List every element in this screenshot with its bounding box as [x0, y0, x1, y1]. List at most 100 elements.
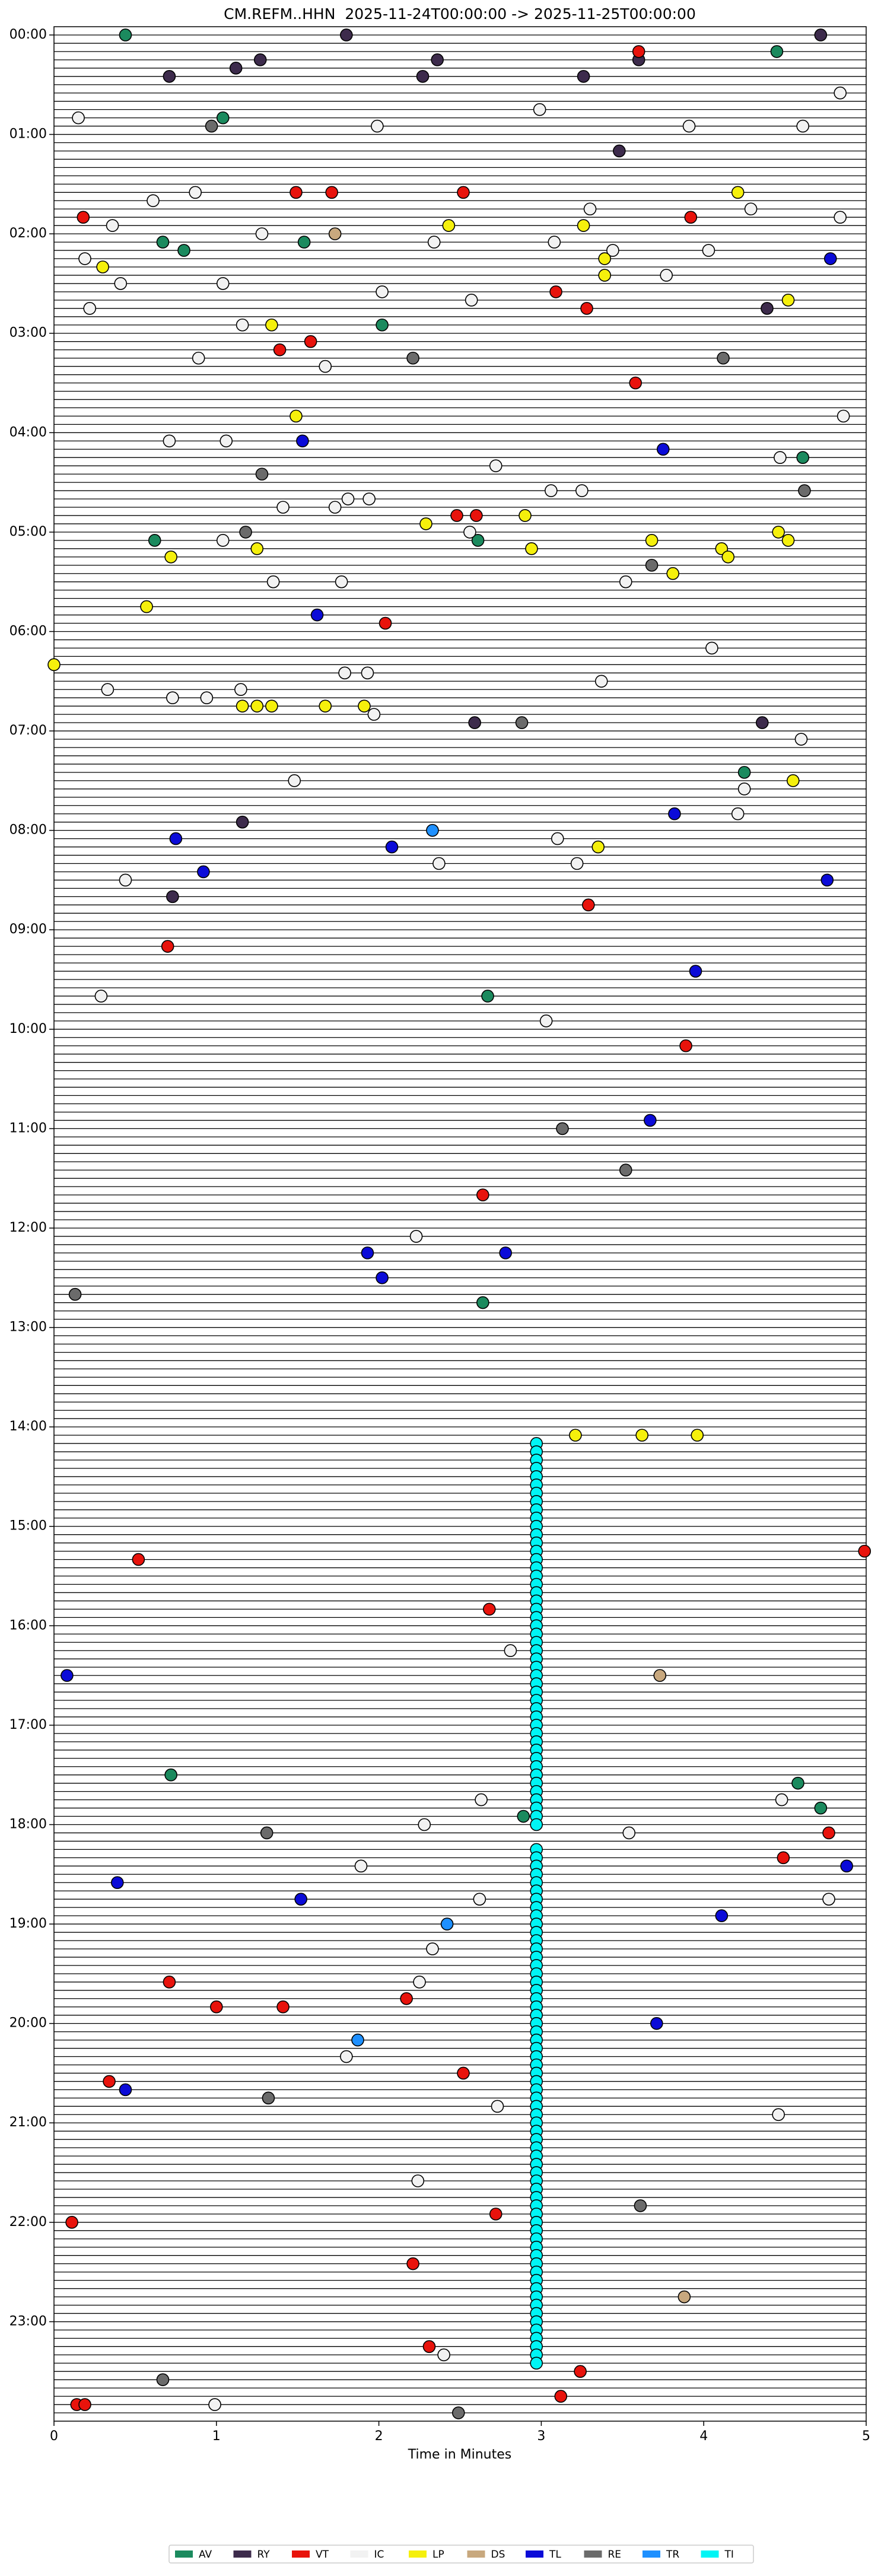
event-marker [290, 409, 303, 423]
event-marker [574, 2365, 587, 2378]
event-marker [216, 277, 230, 290]
event-marker [530, 2356, 543, 2370]
event-marker [744, 202, 758, 216]
event-marker [440, 1917, 454, 1931]
event-marker [775, 1793, 788, 1807]
legend-label: TL [549, 2549, 561, 2561]
event-marker [164, 1768, 177, 1782]
event-marker [406, 2257, 419, 2270]
series-av [119, 28, 828, 1823]
event-marker [192, 351, 205, 365]
event-marker [598, 269, 611, 282]
event-marker [689, 965, 702, 978]
event-marker [539, 1015, 553, 1028]
event-marker [834, 86, 847, 100]
event-marker [530, 1818, 543, 1831]
x-tick-label: 3 [537, 2429, 545, 2444]
y-tick-label: 09:00 [9, 922, 47, 937]
event-marker [834, 211, 847, 224]
event-marker [413, 1976, 426, 1989]
y-tick-label: 04:00 [9, 425, 47, 440]
event-marker [450, 509, 463, 522]
event-marker [761, 302, 774, 315]
event-marker [361, 1246, 374, 1260]
event-marker [650, 2017, 663, 2030]
y-tick-label: 00:00 [9, 27, 47, 42]
event-marker [166, 691, 179, 704]
event-marker [78, 2398, 91, 2411]
series-tr [351, 823, 454, 2047]
event-marker [119, 2083, 132, 2097]
event-marker [163, 1976, 176, 1989]
event-marker [457, 2066, 470, 2080]
event-marker [781, 534, 795, 547]
event-marker [858, 1544, 872, 1558]
event-marker [103, 2075, 116, 2088]
chart-title: CM.REFM..HHN 2025-11-24T00:00:00 -> 2025… [224, 5, 696, 23]
legend-swatch [701, 2550, 719, 2558]
legend-label: VT [316, 2549, 329, 2561]
event-marker [660, 269, 673, 282]
event-marker [549, 285, 562, 298]
event-marker [358, 699, 371, 713]
event-marker [266, 575, 280, 589]
y-tick-label: 12:00 [9, 1220, 47, 1235]
y-tick-label: 22:00 [9, 2215, 47, 2230]
event-marker [457, 186, 470, 199]
event-marker [61, 1669, 74, 1682]
event-marker [475, 1793, 488, 1807]
event-marker [385, 840, 399, 854]
event-marker [250, 542, 264, 555]
event-marker [551, 832, 564, 845]
series-ic [72, 86, 850, 2411]
event-marker [791, 1776, 804, 1790]
y-tick-label: 05:00 [9, 524, 47, 539]
event-marker [840, 1859, 853, 1873]
event-marker [253, 53, 267, 66]
y-tick-label: 17:00 [9, 1718, 47, 1732]
event-marker [796, 119, 810, 133]
event-marker [613, 144, 626, 158]
event-marker [148, 534, 161, 547]
event-marker [533, 103, 546, 116]
event-marker [419, 517, 432, 530]
event-marker [416, 69, 430, 83]
event-marker [208, 2398, 221, 2411]
event-marker [78, 252, 91, 265]
x-tick-label: 1 [212, 2429, 221, 2444]
event-marker [548, 236, 561, 249]
event-marker [197, 865, 210, 879]
y-tick-label: 20:00 [9, 2016, 47, 2031]
event-marker [310, 608, 324, 622]
y-tick-label: 14:00 [9, 1419, 47, 1434]
event-marker [220, 434, 233, 448]
event-marker [200, 691, 214, 704]
event-marker [556, 1122, 569, 1136]
y-tick-label: 02:00 [9, 226, 47, 241]
event-marker [715, 1909, 729, 1922]
event-marker [731, 186, 745, 199]
event-marker [273, 343, 287, 357]
event-marker [656, 443, 670, 456]
legend-label: IC [374, 2549, 384, 2561]
event-marker [371, 119, 384, 133]
event-marker [335, 575, 348, 589]
plot-frame [53, 26, 867, 2422]
x-tick-label: 0 [50, 2429, 58, 2444]
event-marker [328, 501, 342, 514]
event-marker [376, 285, 389, 298]
event-marker [177, 244, 190, 257]
event-marker [296, 434, 309, 448]
x-tick-label: 5 [862, 2429, 870, 2444]
event-marker [325, 186, 338, 199]
event-marker [517, 1809, 530, 1823]
event-marker [367, 708, 381, 721]
event-marker [432, 857, 446, 870]
event-marker [442, 219, 456, 232]
event-marker [594, 675, 608, 688]
x-axis-label: Time in Minutes [408, 2447, 512, 2462]
event-marker [229, 62, 243, 75]
event-marker [166, 890, 179, 904]
event-marker [570, 857, 584, 870]
legend-swatch [643, 2550, 660, 2558]
